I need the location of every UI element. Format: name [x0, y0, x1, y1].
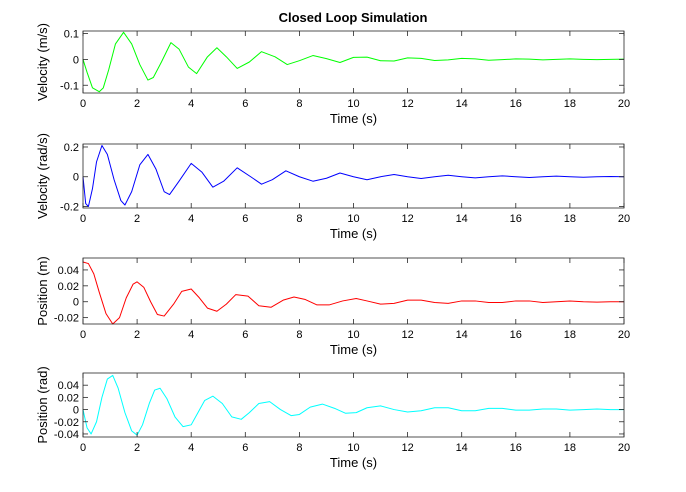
y-tick-label: 0.04	[58, 380, 79, 392]
y-tick-label: 0.1	[64, 29, 79, 41]
x-tick-label: 12	[401, 98, 413, 110]
y-tick-label: 0.02	[58, 281, 79, 293]
x-tick-label: 6	[242, 98, 248, 110]
x-tick-label: 2	[134, 98, 140, 110]
figure-title: Closed Loop Simulation	[279, 10, 428, 25]
x-tick-label: 12	[401, 213, 413, 225]
series-line-1-1	[82, 31, 625, 93]
x-tick-label: 10	[347, 213, 359, 225]
x-tick-label: 4	[188, 98, 194, 110]
series-line-2-1	[82, 144, 625, 208]
x-tick-label: 10	[347, 329, 359, 341]
x-tick-label: 16	[510, 98, 522, 110]
x-tick-label: 0	[80, 442, 86, 454]
x-tick-label: 4	[188, 213, 194, 225]
x-tick-label: 18	[564, 329, 576, 341]
x-tick-label: 14	[456, 98, 468, 110]
series-line-4-1	[82, 374, 624, 436]
x-tick-label: 4	[188, 329, 194, 341]
x-tick-label: 6	[242, 442, 248, 454]
x-axis-label: Time (s)	[330, 342, 377, 357]
x-tick-label: 20	[618, 98, 630, 110]
y-tick-label: 0.02	[58, 392, 79, 404]
y-tick-label: 0	[73, 54, 79, 66]
x-tick-label: 16	[510, 442, 522, 454]
y-axis-label: Position (rad)	[35, 366, 50, 443]
x-axis-label: Time (s)	[330, 455, 377, 470]
series-line-3-1	[82, 261, 624, 325]
axes-box-2	[82, 143, 625, 209]
x-tick-label: 16	[510, 329, 522, 341]
x-tick-label: 20	[618, 213, 630, 225]
y-tick-label: -0.2	[60, 202, 79, 214]
x-tick-label: 14	[456, 442, 468, 454]
x-tick-label: 6	[242, 329, 248, 341]
x-tick-label: 2	[134, 442, 140, 454]
x-tick-label: 16	[510, 213, 522, 225]
x-tick-label: 14	[456, 329, 468, 341]
x-tick-label: 2	[134, 213, 140, 225]
x-tick-label: 8	[296, 329, 302, 341]
y-tick-label: -0.02	[54, 417, 79, 429]
y-tick-label: -0.04	[54, 429, 79, 441]
axes-box-4	[82, 372, 625, 438]
x-tick-label: 0	[80, 213, 86, 225]
y-tick-label: 0	[73, 172, 79, 184]
y-tick-label: -0.02	[54, 313, 79, 325]
x-axis-label: Time (s)	[330, 111, 377, 126]
x-tick-label: 18	[564, 98, 576, 110]
y-tick-label: 0	[73, 297, 79, 309]
x-tick-label: 12	[401, 442, 413, 454]
subplot-4: 0 2 4 6 8 10 12 14 16 18 20-0.04-0.0200.020.04Time…	[35, 366, 630, 470]
x-tick-label: 6	[242, 213, 248, 225]
x-tick-label: 14	[456, 213, 468, 225]
y-tick-label: 0	[73, 405, 79, 417]
x-tick-label: 4	[188, 442, 194, 454]
y-tick-label: 0.2	[64, 142, 79, 154]
x-tick-label: 2	[134, 329, 140, 341]
y-axis-label: Velocity (rad/s)	[35, 133, 50, 219]
y-tick-label: -0.1	[60, 80, 79, 92]
x-tick-label: 8	[296, 442, 302, 454]
x-tick-label: 0	[80, 329, 86, 341]
y-axis-label: Position (m)	[35, 256, 50, 325]
x-tick-label: 20	[618, 329, 630, 341]
x-tick-label: 18	[564, 213, 576, 225]
x-tick-label: 10	[347, 98, 359, 110]
x-tick-label: 8	[296, 213, 302, 225]
y-axis-label: Velocity (m/s)	[35, 23, 50, 101]
y-tick-label: 0.04	[58, 265, 79, 277]
x-tick-label: 8	[296, 98, 302, 110]
x-tick-label: 0	[80, 98, 86, 110]
x-tick-label: 12	[401, 329, 413, 341]
x-tick-label: 10	[347, 442, 359, 454]
x-tick-label: 20	[618, 442, 630, 454]
axes-box-1	[82, 30, 625, 94]
x-axis-label: Time (s)	[330, 226, 377, 241]
x-tick-label: 18	[564, 442, 576, 454]
axes-box-3	[82, 257, 625, 325]
